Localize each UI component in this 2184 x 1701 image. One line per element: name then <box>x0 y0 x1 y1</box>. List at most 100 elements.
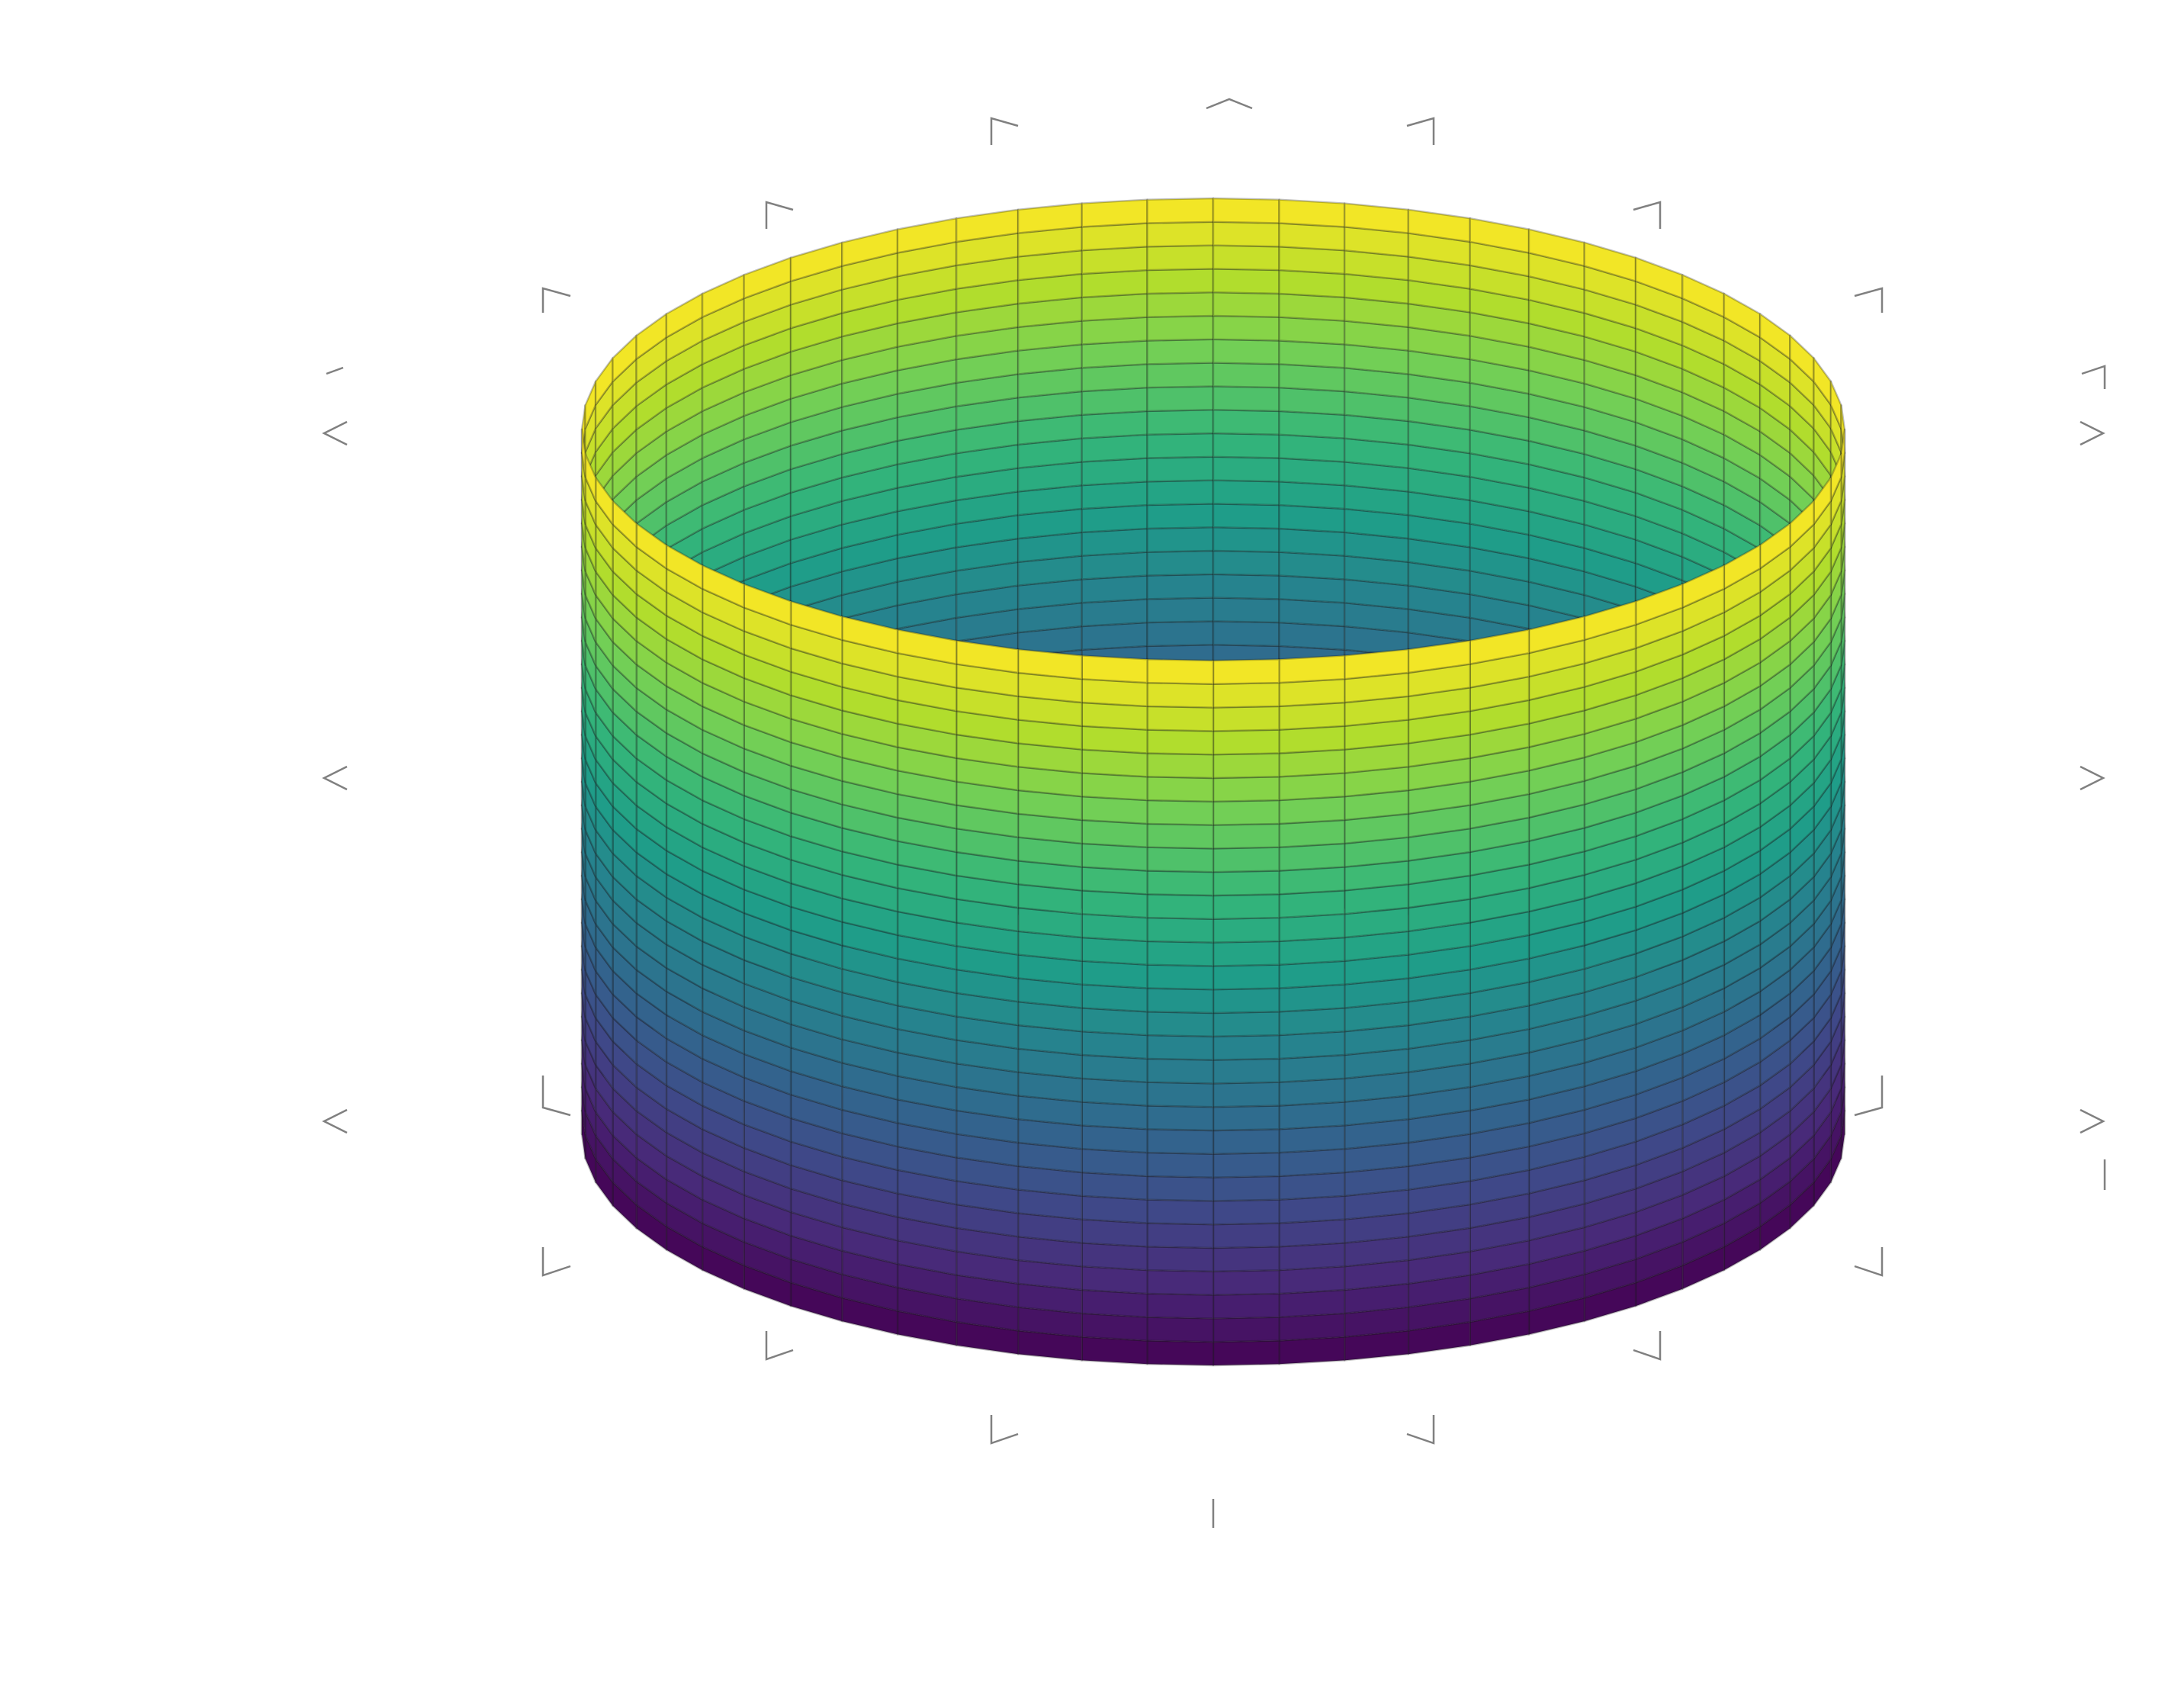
surface-face-back <box>1212 291 1280 318</box>
surface-face-back <box>1146 479 1215 506</box>
tick-mark <box>322 765 348 791</box>
surface-face-front <box>1146 1151 1215 1178</box>
surface-face-front <box>1343 648 1410 680</box>
surface-face-back <box>1146 549 1215 577</box>
surface-face-front <box>1212 1081 1280 1108</box>
tick-mark <box>326 366 344 375</box>
surface-face-front <box>1146 916 1215 944</box>
surface-face-back <box>1212 620 1280 648</box>
surface-face-front <box>1146 1011 1215 1038</box>
surface-face-front <box>1146 963 1215 991</box>
surface-face-front <box>1146 1316 1215 1343</box>
surface-face-back <box>1212 220 1280 248</box>
tick-mark <box>765 1331 794 1361</box>
surface-face-back <box>1212 268 1280 295</box>
surface-face-front <box>1212 681 1280 709</box>
tick-mark <box>2081 365 2106 389</box>
tick-mark <box>990 1415 1019 1445</box>
surface-face-back <box>1146 596 1215 624</box>
surface-face-front <box>1212 1011 1280 1038</box>
surface-face-front <box>1146 728 1215 756</box>
surface-face-back <box>1212 455 1280 483</box>
surface-face-back <box>1212 526 1280 553</box>
surface-face-front <box>1212 1128 1280 1156</box>
surface-face-back <box>1212 409 1280 436</box>
surface-face-front <box>1212 1105 1280 1132</box>
surface-face-front <box>1146 776 1215 803</box>
surface-face-front <box>1212 893 1280 921</box>
surface-face-back <box>1343 202 1410 234</box>
surface-face-front <box>1081 654 1148 684</box>
tick-mark <box>2080 765 2105 791</box>
surface-face-back <box>1212 549 1280 577</box>
surface-face-front <box>1212 1175 1280 1202</box>
surface-face-front <box>1212 916 1280 944</box>
surface-face-front <box>1146 846 1215 873</box>
tick-mark <box>1633 1331 1662 1361</box>
surface-face-back <box>1146 197 1215 224</box>
surface-face-front <box>1212 1057 1280 1085</box>
surface-face-front <box>1212 705 1280 732</box>
surface-face-front <box>1146 752 1215 780</box>
surface-face-front <box>1146 658 1215 685</box>
surface-face-front <box>1212 752 1280 780</box>
surface-face-back <box>1017 202 1084 234</box>
surface-face-front <box>1212 1151 1280 1178</box>
surface-face-front <box>1212 1269 1280 1296</box>
surface-face-front <box>1146 1222 1215 1249</box>
surface-face-front <box>1212 1316 1280 1343</box>
surface-face-back <box>1212 432 1280 459</box>
surface-face-back <box>1278 198 1346 228</box>
surface-face-front <box>1212 987 1280 1014</box>
tick-mark <box>1854 1076 1884 1117</box>
surface-face-back <box>1212 479 1280 506</box>
surface-face-back <box>1146 362 1215 389</box>
surface-face-front <box>1146 822 1215 850</box>
surface-face-front <box>1212 1034 1280 1061</box>
surface-face-front <box>1146 987 1215 1014</box>
tick-mark <box>541 1247 571 1277</box>
surface-face-front <box>1146 1081 1215 1108</box>
tick-mark <box>2080 1108 2105 1134</box>
surface-face-front <box>1017 648 1084 680</box>
surface-face-front <box>1212 1222 1280 1249</box>
surface-face-back <box>1212 197 1280 224</box>
surface-face-front <box>1146 681 1215 709</box>
tick-mark <box>1406 117 1435 145</box>
surface-face-front <box>1146 1246 1215 1273</box>
surface-face-back <box>1146 432 1215 459</box>
surface-face-back <box>1081 198 1148 228</box>
surface-face-back <box>1212 503 1280 530</box>
surface-face-back <box>1146 314 1215 342</box>
surface-face-front <box>1212 658 1280 685</box>
surface-face-front <box>1146 940 1215 967</box>
tick-mark <box>322 1108 348 1134</box>
surface-face-back <box>1146 409 1215 436</box>
tick-mark <box>2080 420 2105 446</box>
tick-mark <box>1854 1247 1884 1277</box>
surface-face-front <box>1146 1269 1215 1296</box>
surface-face-back <box>1146 573 1215 600</box>
surface-face-back <box>1212 573 1280 600</box>
tick-mark <box>322 420 348 446</box>
surface-face-front <box>1278 654 1346 684</box>
surface-face-front <box>1212 1339 1280 1367</box>
surface-face-front <box>1146 1034 1215 1061</box>
cylinder-surface <box>580 197 1846 1367</box>
surface-face-front <box>1212 1198 1280 1226</box>
surface-face-front <box>1146 1057 1215 1085</box>
surface-face-front <box>1146 870 1215 897</box>
surface-face-front <box>1146 1128 1215 1156</box>
surface-face-back <box>1212 596 1280 624</box>
surface-face-back <box>1212 385 1280 413</box>
surface-face-front <box>1212 822 1280 850</box>
surface-face-back <box>1212 314 1280 342</box>
surface-face-back <box>1212 244 1280 272</box>
surface-face-front <box>1212 1292 1280 1320</box>
surface-face-front <box>1212 799 1280 826</box>
tick-mark <box>1854 287 1884 313</box>
surface-face-back <box>1146 385 1215 413</box>
axis-tick-marks <box>322 98 2106 1528</box>
